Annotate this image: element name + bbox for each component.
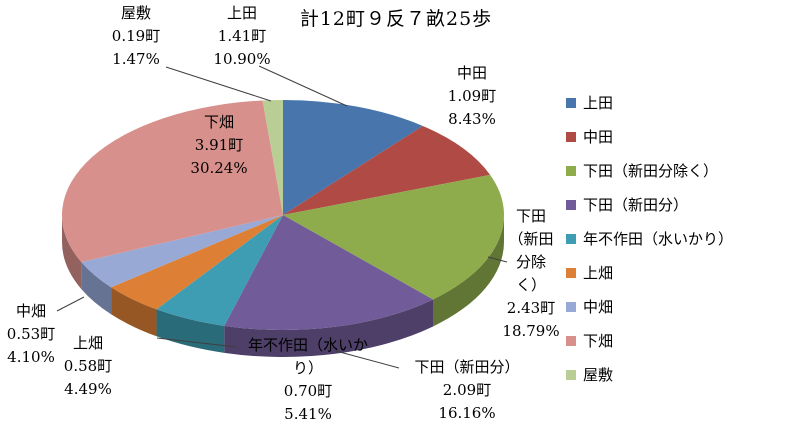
- slice-label-line: 下田: [515, 207, 547, 225]
- slice-label-line: 2.43町: [506, 299, 556, 317]
- pie-slice-2[interactable]: [283, 174, 505, 300]
- pie-slice-1[interactable]: [283, 125, 491, 215]
- slice-label-line: （新田: [508, 230, 554, 248]
- pie-slice-7[interactable]: [62, 100, 283, 263]
- pie-slice-0[interactable]: [283, 100, 423, 215]
- slice-label-line: 1.09町: [447, 87, 497, 105]
- slice-label-line: 8.43%: [448, 110, 496, 128]
- legend-swatch-icon: [566, 165, 576, 176]
- pie-slice-3[interactable]: [224, 215, 434, 331]
- legend-label: 年不作田（水いかり）: [583, 230, 734, 248]
- slice-label-line: 0.19町: [111, 27, 161, 45]
- slice-label-line: 中畑: [15, 302, 46, 320]
- pie-slice-wall-5: [111, 287, 157, 337]
- legend-item-8[interactable]: 屋敷: [566, 364, 733, 385]
- slice-label-line: 10.90%: [213, 50, 271, 68]
- pie-slice-5[interactable]: [111, 215, 283, 310]
- leader-line-0: [165, 66, 272, 102]
- slice-label-ueda: 上田 1.41町 10.90%: [213, 2, 270, 71]
- legend-item-3[interactable]: 下田（新田分）: [566, 194, 733, 215]
- legend-swatch-icon: [566, 369, 576, 380]
- slice-label-line: 1.47%: [112, 50, 160, 68]
- slice-label-line: 0.53町: [6, 325, 56, 343]
- slice-label-line: 3.91町: [194, 136, 244, 154]
- legend-swatch-icon: [566, 301, 576, 312]
- slice-label-uehata: 上畑 0.58町 4.49%: [64, 332, 112, 401]
- legend-label: 下田（新田分除く）: [583, 162, 719, 180]
- pie-slice-4[interactable]: [156, 215, 283, 326]
- slice-label-line: 0.70町: [283, 382, 333, 400]
- slice-label-shimoda_ex: 下田 （新田分除く） 2.43町 18.79%: [502, 205, 559, 343]
- slice-label-line: 下畑: [203, 113, 235, 131]
- legend-label: 中田: [583, 128, 614, 146]
- pie-slice-wall-3: [224, 299, 434, 358]
- slice-label-line: 0.58町: [63, 357, 113, 375]
- slice-label-line: 上畑: [72, 334, 103, 352]
- slice-label-fusakuden: 年不作田（水いか り） 0.70町 5.41%: [248, 334, 368, 426]
- legend-item-4[interactable]: 年不作田（水いかり）: [566, 228, 733, 249]
- legend-swatch-icon: [566, 335, 576, 346]
- legend-swatch-icon: [566, 131, 576, 142]
- legend-label: 上田: [583, 94, 614, 112]
- leader-line-3: [156, 337, 238, 348]
- slice-label-line: 1.41町: [217, 27, 267, 45]
- slice-label-line: 屋敷: [120, 4, 151, 22]
- pie-slice-wall-6: [81, 262, 112, 315]
- slice-label-line: 18.79%: [502, 322, 560, 340]
- slice-label-line: 分除: [515, 253, 547, 271]
- leader-line-4: [335, 350, 400, 369]
- pie-slice-wall-7: [62, 215, 82, 290]
- slice-label-nakada: 中田 1.09町 8.43%: [448, 62, 496, 131]
- leader-line-5: [56, 296, 85, 312]
- legend-label: 上畑: [583, 264, 614, 282]
- slice-label-line: 年不作田（水いか: [247, 336, 369, 354]
- slice-label-shimohata: 下畑 3.91町 30.24%: [190, 111, 247, 180]
- legend-swatch-icon: [566, 97, 576, 108]
- legend-swatch-icon: [566, 199, 576, 210]
- legend-item-5[interactable]: 上畑: [566, 262, 733, 283]
- legend-label: 屋敷: [583, 366, 614, 384]
- pie-slice-8[interactable]: [262, 100, 283, 215]
- legend-item-7[interactable]: 下畑: [566, 330, 733, 351]
- legend-label: 下畑: [583, 332, 614, 350]
- pie-slice-wall-4: [156, 309, 225, 353]
- leader-line-1: [258, 65, 348, 107]
- legend-item-0[interactable]: 上田: [566, 92, 733, 113]
- pie-slice-wall-2: [433, 215, 504, 327]
- slice-label-line: り）: [292, 359, 324, 377]
- pie-slice-6[interactable]: [81, 215, 284, 288]
- slice-label-line: 16.16%: [438, 404, 496, 422]
- slice-label-line: 4.49%: [64, 380, 112, 398]
- chart-title: 計12町９反７畝25歩: [299, 8, 493, 30]
- legend-item-6[interactable]: 中畑: [566, 296, 733, 317]
- legend-label: 下田（新田分）: [583, 196, 689, 214]
- slice-label-line: 上田: [226, 4, 258, 22]
- slice-label-line: 2.09町: [442, 381, 492, 399]
- legend: 上田中田下田（新田分除く） 下田（新田分） 年不作田（水いかり） 上畑中畑下畑屋敷: [566, 92, 733, 398]
- slice-label-nakahata: 中畑 0.53町 4.10%: [7, 300, 55, 369]
- slice-label-line: 4.10%: [7, 348, 55, 366]
- slice-label-line: 下田（新田分）: [414, 358, 520, 376]
- slice-label-yashiki: 屋敷 0.19町 1.47%: [112, 2, 160, 71]
- legend-swatch-icon: [566, 233, 576, 244]
- legend-item-2[interactable]: 下田（新田分除く）: [566, 160, 733, 181]
- leader-line-2: [487, 256, 508, 263]
- slice-label-line: 5.41%: [284, 405, 332, 423]
- legend-item-1[interactable]: 中田: [566, 126, 733, 147]
- slice-label-line: 30.24%: [190, 159, 248, 177]
- slice-label-line: 中田: [456, 64, 487, 82]
- legend-label: 中畑: [583, 298, 614, 316]
- slice-label-shimoda_shin: 下田（新田分） 2.09町 16.16%: [414, 356, 519, 425]
- legend-swatch-icon: [566, 267, 576, 278]
- slice-label-line: く）: [515, 276, 547, 294]
